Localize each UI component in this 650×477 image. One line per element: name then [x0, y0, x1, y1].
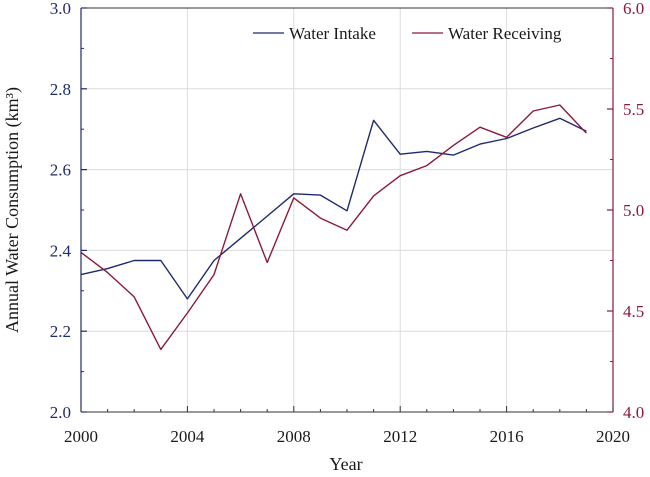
legend: Water Intake Water Receiving: [253, 24, 562, 43]
x-tick-label: 2000: [64, 427, 98, 446]
y-tick-label: 2.0: [50, 403, 71, 422]
x-tick-label: 2004: [170, 427, 205, 446]
y2-tick-label: 4.5: [623, 302, 644, 321]
legend-label-water-receiving: Water Receiving: [448, 24, 562, 43]
y-tick-label: 2.6: [50, 161, 71, 180]
y-tick-label: 2.8: [50, 80, 71, 99]
x-tick-label: 2012: [383, 427, 417, 446]
y2-tick-label: 4.0: [623, 403, 644, 422]
y-tick-label: 2.2: [50, 322, 71, 341]
legend-label-water-intake: Water Intake: [289, 24, 376, 43]
y-tick-label: 3.0: [50, 0, 71, 18]
series-line-water-receiving: [80, 104, 587, 351]
x-tick-label: 2016: [490, 427, 524, 446]
x-axis-title: Year: [329, 454, 362, 474]
y-axis-title: Annual Water Consumption (km³): [2, 87, 23, 333]
y2-tick-label: 6.0: [623, 0, 644, 18]
axis-ticks: 2000 2004 2008 2012 2016 2020 2.0 2.2 2.4 2.6 2.8 3…: [50, 0, 645, 446]
y-tick-label: 2.4: [50, 241, 72, 260]
series-lines: [80, 104, 587, 351]
series-line-water-intake: [80, 117, 587, 300]
y2-tick-label: 5.0: [623, 201, 644, 220]
x-tick-label: 2020: [596, 427, 630, 446]
x-tick-label: 2008: [277, 427, 311, 446]
y2-tick-label: 5.5: [623, 100, 644, 119]
